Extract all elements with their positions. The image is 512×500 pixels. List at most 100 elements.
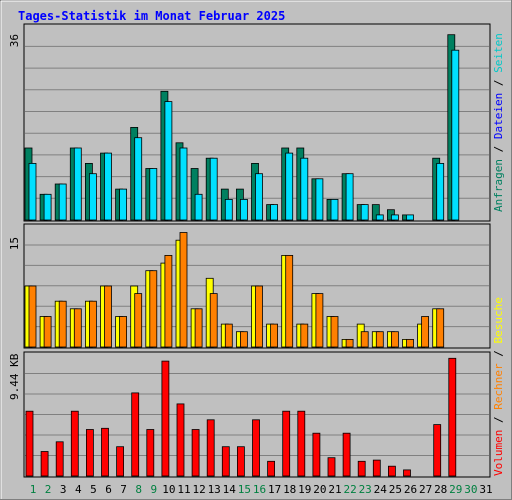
x-tick-label-3: 3: [60, 483, 67, 496]
legend-separator: /: [492, 139, 505, 159]
x-tick-label-29: 29: [449, 483, 462, 496]
bar-volumen-day-29: [448, 357, 457, 477]
x-tick-label-28: 28: [434, 483, 447, 496]
x-tick-label-10: 10: [162, 483, 175, 496]
bar-dateien-day-15: [239, 198, 248, 221]
legend-separator: /: [492, 410, 505, 430]
bar-volumen-day-21: [327, 457, 336, 477]
bar-volumen-day-16: [252, 419, 260, 477]
bar-volumen-day-20: [312, 432, 321, 477]
bar-volumen-day-15: [236, 446, 245, 477]
x-tick-label-7: 7: [120, 483, 127, 496]
bar-series: [24, 34, 460, 477]
legend-rechner: Rechner: [492, 363, 505, 410]
bar-rechner-day-28: [436, 308, 445, 348]
bar-volumen-day-5: [86, 429, 94, 477]
legend-volumen: Volumen: [492, 430, 505, 476]
bar-rechner-day-10: [164, 254, 173, 348]
bar-rechner-day-20: [315, 293, 324, 348]
bar-dateien-day-23: [360, 204, 369, 221]
bar-rechner-day-27: [421, 316, 430, 348]
x-tick-label-23: 23: [359, 483, 372, 496]
x-tick-label-8: 8: [135, 483, 142, 496]
bar-volumen-day-28: [433, 424, 442, 477]
bar-dateien-day-21: [330, 198, 339, 221]
x-tick-label-6: 6: [105, 483, 112, 496]
x-axis-labels: 1 2 3 4 5 6 7 8 9 10 11 12 13 14 15 16 17 18 19 20 21 22 23 24 2…: [30, 483, 493, 496]
bar-rechner-day-24: [375, 331, 384, 348]
bar-dateien-day-26: [406, 214, 414, 221]
bar-rechner-day-14: [224, 323, 233, 348]
bar-rechner-day-19: [300, 323, 309, 348]
legend-anfragen: Anfragen: [492, 159, 505, 212]
bar-rechner-day-1: [28, 285, 37, 348]
x-tick-label-5: 5: [90, 483, 97, 496]
bar-volumen-day-22: [342, 432, 351, 477]
bar-volumen-day-10: [161, 360, 170, 477]
bar-dateien-day-24: [375, 214, 384, 221]
bar-volumen-day-23: [357, 460, 366, 477]
x-tick-label-22: 22: [343, 483, 356, 496]
bar-dateien-day-29: [451, 49, 460, 221]
bar-rechner-day-8: [134, 293, 143, 348]
bar-dateien-day-7: [119, 188, 127, 221]
bar-dateien-day-1: [28, 162, 37, 221]
bar-dateien-day-4: [73, 147, 82, 221]
x-tick-label-18: 18: [283, 483, 296, 496]
legend-hits: Anfragen / Dateien / Seiten: [492, 33, 505, 212]
bar-dateien-day-9: [149, 168, 158, 221]
x-tick-label-27: 27: [419, 483, 432, 496]
bar-dateien-day-22: [345, 173, 354, 221]
bar-volumen-day-4: [70, 410, 79, 477]
bar-dateien-day-20: [315, 178, 324, 221]
legend-seiten: Seiten: [492, 33, 505, 73]
x-tick-label-16: 16: [253, 483, 266, 496]
bar-volumen-day-3: [55, 441, 64, 477]
x-tick-label-30: 30: [464, 483, 477, 496]
visits-max-label: 15: [8, 237, 21, 250]
bar-rechner-day-15: [239, 331, 248, 348]
bar-dateien-day-8: [134, 137, 143, 221]
x-tick-label-31: 31: [479, 483, 492, 496]
bar-rechner-day-6: [104, 285, 112, 348]
bar-dateien-day-17: [270, 204, 279, 221]
bar-rechner-day-4: [73, 308, 82, 348]
bar-dateien-day-13: [209, 157, 218, 221]
bar-volumen-day-26: [403, 469, 411, 477]
bar-dateien-day-2: [43, 193, 52, 221]
bar-volumen-day-9: [146, 429, 155, 477]
x-tick-label-2: 2: [45, 483, 52, 496]
x-tick-label-21: 21: [328, 483, 341, 496]
bar-volumen-day-1: [25, 410, 34, 477]
bar-dateien-day-11: [179, 147, 188, 221]
x-tick-label-4: 4: [75, 483, 82, 496]
bar-volumen-day-13: [206, 419, 215, 477]
bar-dateien-day-10: [164, 101, 173, 221]
bar-volumen-day-18: [282, 410, 291, 477]
bar-volumen-day-25: [387, 465, 396, 477]
bar-rechner-day-7: [119, 316, 127, 348]
bar-volumen-day-8: [131, 392, 140, 477]
x-tick-label-12: 12: [192, 483, 205, 496]
bar-rechner-day-26: [406, 338, 414, 348]
bar-rechner-day-2: [43, 316, 52, 348]
x-tick-label-25: 25: [389, 483, 402, 496]
bar-dateien-day-28: [436, 162, 445, 221]
bar-anfragen-day-24: [371, 204, 380, 221]
bar-volumen-day-12: [191, 429, 200, 477]
legend-visits-volume: Volumen / Rechner / Besuche: [492, 297, 505, 476]
x-tick-label-14: 14: [223, 483, 237, 496]
x-tick-label-20: 20: [313, 483, 326, 496]
bar-volumen-day-2: [40, 451, 49, 477]
bar-rechner-day-23: [360, 331, 369, 348]
bar-rechner-day-11: [179, 232, 188, 348]
x-tick-label-11: 11: [177, 483, 190, 496]
x-tick-label-17: 17: [268, 483, 281, 496]
bar-rechner-day-17: [270, 323, 279, 348]
x-tick-label-19: 19: [298, 483, 311, 496]
bar-volumen-day-11: [176, 403, 185, 477]
bar-dateien-day-6: [104, 152, 112, 221]
bar-dateien-day-14: [224, 198, 233, 221]
x-tick-label-26: 26: [404, 483, 417, 496]
